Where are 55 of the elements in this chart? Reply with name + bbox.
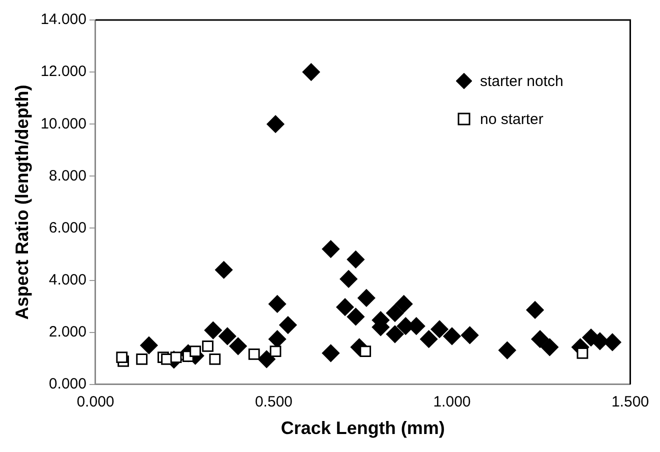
point bbox=[209, 353, 221, 365]
point bbox=[526, 301, 544, 319]
point bbox=[258, 350, 276, 368]
point bbox=[346, 308, 364, 326]
point bbox=[190, 346, 201, 358]
point bbox=[268, 330, 286, 348]
point bbox=[279, 316, 297, 334]
point bbox=[576, 347, 588, 359]
y-tick-label: 0.000 bbox=[48, 376, 86, 393]
y-tick-label: 2.000 bbox=[48, 323, 86, 340]
point bbox=[340, 270, 358, 288]
legend-label: starter notch bbox=[480, 72, 564, 90]
point bbox=[302, 63, 320, 81]
point bbox=[229, 337, 247, 355]
point bbox=[461, 326, 479, 344]
point bbox=[386, 325, 404, 343]
point bbox=[140, 336, 158, 354]
y-axis-title: Aspect Ratio (length/depth) bbox=[12, 84, 32, 320]
y-tick-label: 12.000 bbox=[40, 63, 86, 80]
point bbox=[322, 344, 340, 362]
x-tick-label: 0.000 bbox=[76, 394, 114, 411]
point bbox=[358, 289, 376, 307]
point bbox=[215, 261, 233, 279]
point bbox=[395, 295, 413, 313]
point bbox=[360, 346, 372, 358]
x-axis-title: Crack Length (mm) bbox=[280, 418, 445, 438]
point bbox=[202, 340, 214, 352]
point bbox=[604, 333, 622, 351]
point bbox=[430, 320, 448, 338]
point bbox=[386, 304, 404, 322]
y-tick-label: 8.000 bbox=[48, 167, 86, 184]
point bbox=[531, 330, 549, 348]
point bbox=[322, 240, 340, 258]
x-tick-label: 1.500 bbox=[611, 394, 650, 411]
y-tick-label: 10.000 bbox=[40, 115, 86, 132]
point bbox=[498, 342, 516, 360]
point bbox=[336, 298, 354, 316]
point bbox=[420, 330, 438, 348]
point bbox=[268, 295, 286, 313]
point bbox=[266, 115, 284, 133]
y-tick-label: 14.000 bbox=[40, 11, 86, 28]
point bbox=[540, 338, 558, 356]
point bbox=[116, 352, 128, 364]
point bbox=[270, 346, 282, 358]
point bbox=[204, 322, 222, 340]
x-tick-label: 1.000 bbox=[433, 394, 471, 411]
y-tick-label: 4.000 bbox=[48, 271, 86, 288]
point bbox=[443, 327, 461, 345]
legend-label: no starter bbox=[480, 110, 544, 128]
x-tick-label: 0.500 bbox=[254, 394, 293, 411]
point bbox=[218, 327, 236, 345]
y-tick-label: 6.000 bbox=[48, 219, 86, 236]
point bbox=[346, 250, 364, 268]
point bbox=[248, 348, 260, 360]
point bbox=[136, 353, 148, 365]
